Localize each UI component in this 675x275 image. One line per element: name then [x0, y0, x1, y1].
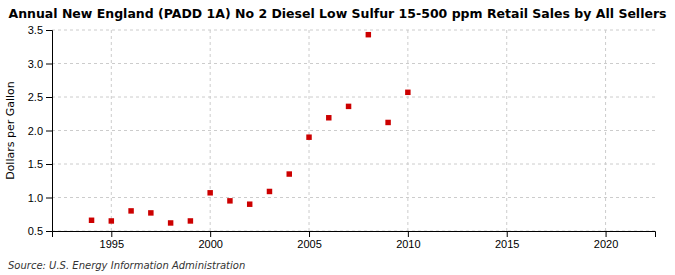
point — [128, 208, 133, 213]
point — [405, 90, 410, 95]
x-tick: 2015 — [495, 231, 519, 250]
y-axis-line — [46, 31, 53, 232]
y-tick-label: 2.5 — [28, 91, 43, 103]
x-tick-label: 2000 — [198, 238, 222, 250]
y-grid-line — [52, 30, 655, 31]
y-tick-label: 3.0 — [28, 58, 43, 70]
y-tick-mark — [46, 64, 52, 65]
point — [306, 134, 311, 139]
y-tick-mark — [46, 97, 52, 98]
y-axis: 0.5 1.0 1.5 2.0 2.5 3.0 3.5 — [28, 24, 53, 237]
y-tick-label: 3.5 — [28, 24, 43, 36]
title: Annual New England (PADD 1A) No 2 Diesel… — [8, 6, 666, 21]
annotation: Source: U.S. Energy Information Administ… — [8, 260, 245, 271]
x-grid-line — [111, 30, 112, 231]
points — [89, 32, 411, 226]
y-tick-label: 0.5 — [28, 225, 43, 237]
x-tick: 2000 — [198, 231, 222, 250]
y-tick: 2.5 — [28, 91, 52, 103]
plot-area: 1995 2000 2005 2010 2015 2020 0.5 1.0 1.5 2.0 2.5 3… — [28, 24, 656, 250]
y-tick: 3.0 — [28, 58, 52, 70]
x-tick-mark — [111, 231, 112, 237]
x-grid-line — [210, 30, 211, 231]
point — [346, 104, 351, 109]
point — [168, 220, 173, 225]
y-tick-label: 1.5 — [28, 158, 43, 170]
y-tick-mark — [46, 164, 52, 165]
point — [267, 189, 272, 194]
y-tick: 0.5 — [28, 225, 52, 237]
chart: 1995 2000 2005 2010 2015 2020 0.5 1.0 1.5 2.0 2.5 3… — [0, 0, 675, 275]
x-tick-mark — [606, 231, 607, 237]
x-tick: 2020 — [594, 231, 618, 250]
point — [326, 115, 331, 120]
y-tick: 3.5 — [28, 24, 52, 36]
y-grid-line — [52, 164, 655, 165]
x-tick: 2010 — [396, 231, 420, 250]
point — [148, 210, 153, 215]
point — [227, 198, 232, 203]
point — [188, 218, 193, 223]
x-axis: 1995 2000 2005 2010 2015 2020 — [53, 231, 656, 250]
x-tick-mark — [507, 231, 508, 237]
y-tick-label: 2.0 — [28, 125, 43, 137]
point — [287, 171, 292, 176]
point — [89, 218, 94, 223]
y-tick-mark — [46, 231, 52, 232]
y-axis-label: Dollars per Gallon — [4, 81, 17, 180]
x-tick-label: 2020 — [594, 238, 618, 250]
y-tick-label: 1.0 — [28, 192, 43, 204]
x-tick-label: 2015 — [495, 238, 519, 250]
point — [109, 218, 114, 223]
y-tick: 1.0 — [28, 192, 52, 204]
x-grid-line — [407, 30, 408, 231]
y-tick-mark — [46, 131, 52, 132]
x-axis-line — [53, 232, 656, 238]
x-grid-line — [605, 30, 606, 231]
x-tick-mark — [210, 231, 211, 237]
y-grid-line — [52, 197, 655, 198]
grid — [52, 30, 655, 231]
y-grid-line — [52, 97, 655, 98]
x-tick: 1995 — [100, 231, 124, 250]
point — [366, 32, 371, 37]
x-tick: 2005 — [297, 231, 321, 250]
x-tick-label: 2005 — [297, 238, 321, 250]
point — [207, 190, 212, 195]
x-grid-line — [309, 30, 310, 231]
point — [385, 120, 390, 125]
point — [247, 201, 252, 206]
y-grid-line — [52, 63, 655, 64]
x-tick-label: 1995 — [100, 238, 124, 250]
x-tick-mark — [309, 231, 310, 237]
y-tick-mark — [46, 198, 52, 199]
x-grid-line — [506, 30, 507, 231]
y-tick-mark — [46, 30, 52, 31]
y-grid-line — [52, 130, 655, 131]
x-tick-mark — [408, 231, 409, 237]
y-tick: 2.0 — [28, 125, 52, 137]
y-tick: 1.5 — [28, 158, 52, 170]
x-tick-label: 2010 — [396, 238, 420, 250]
